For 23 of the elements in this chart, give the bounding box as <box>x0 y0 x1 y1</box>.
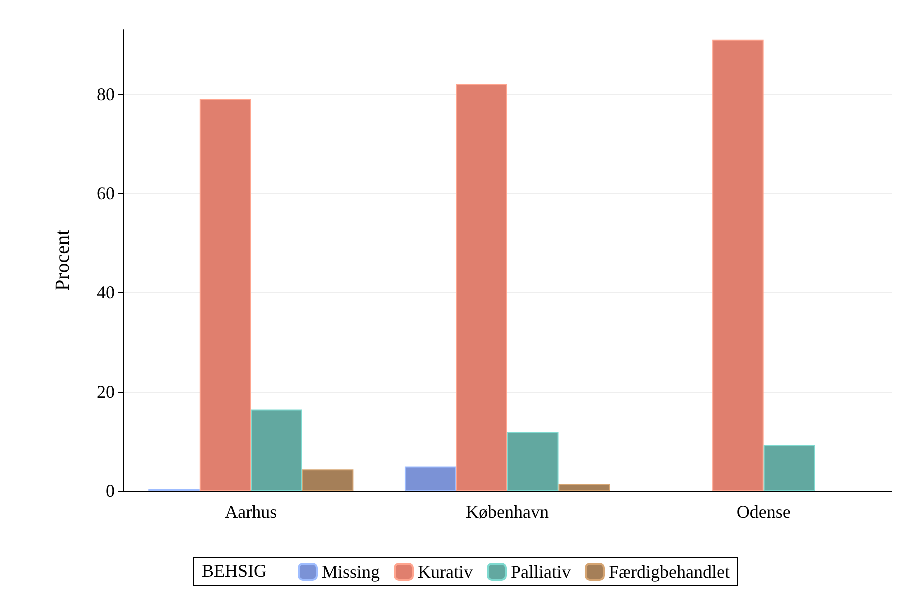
bar <box>404 466 456 491</box>
legend-label: Palliativ <box>511 562 571 582</box>
x-tick-label: Odense <box>736 502 791 522</box>
bar <box>558 484 610 491</box>
y-tick-label: 60 <box>97 184 115 204</box>
x-tick-label: Aarhus <box>225 502 278 522</box>
bar <box>508 432 559 491</box>
y-tick-label: 20 <box>97 382 115 402</box>
bar <box>764 445 816 491</box>
bar <box>251 410 302 491</box>
bar <box>456 84 508 491</box>
legend-label: Kurativ <box>418 562 473 582</box>
bar <box>200 99 252 491</box>
legend-title: BEHSIG <box>202 561 268 581</box>
y-tick-label: 0 <box>106 481 115 501</box>
y-axis-title: Procent <box>52 230 74 292</box>
y-tick-label: 40 <box>97 282 115 303</box>
x-tick-label: København <box>466 502 549 522</box>
bar <box>302 470 354 491</box>
bar <box>712 40 764 491</box>
y-tick-label: 80 <box>97 84 115 104</box>
legend-label: Færdigbehandlet <box>608 562 730 582</box>
legend-label: Missing <box>322 562 380 582</box>
